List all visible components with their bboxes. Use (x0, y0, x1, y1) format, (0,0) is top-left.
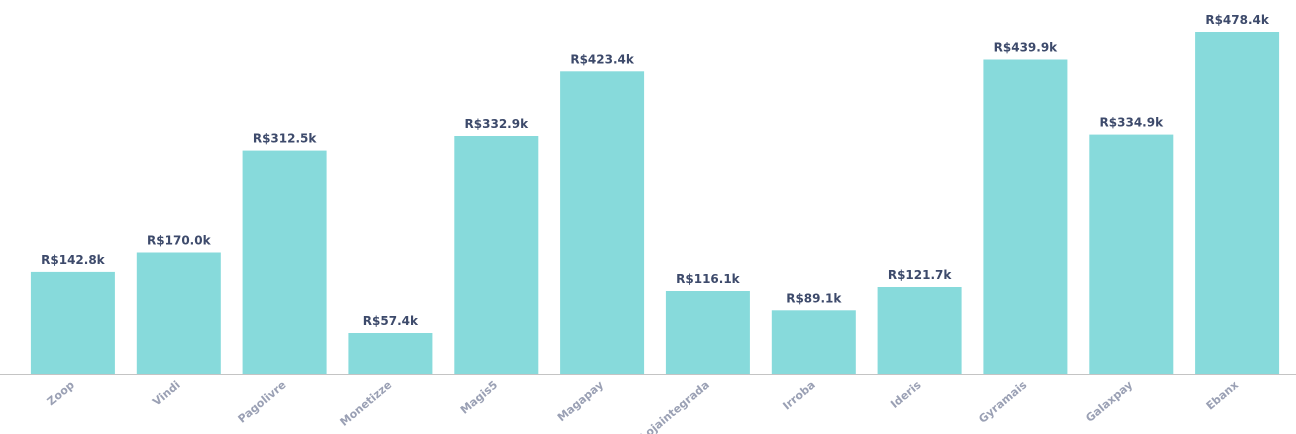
data-label-irroba: R$89.1k (786, 291, 842, 305)
data-label-pagolivre: R$312.5k (253, 132, 318, 146)
data-label-monetizze: R$57.4k (363, 314, 419, 328)
data-label-lojaintegrada: R$116.1k (676, 272, 741, 286)
category-label-zoop: Zoop (45, 378, 77, 408)
category-labels-layer: Zoop Vindi Pagolivre Monetizze Magis5 Magapay… (45, 378, 1241, 434)
bar-pagolivre (242, 150, 327, 374)
bar-monetizze (348, 333, 433, 374)
data-label-ebanx: R$478.4k (1205, 13, 1270, 27)
category-label-galaxpay: Galaxpay (1083, 378, 1135, 425)
bar-zoop (30, 271, 115, 374)
data-labels-layer: R$142.8k R$170.0k R$312.5k R$57.4k R$332.9k R… (41, 13, 1270, 328)
bar-magapay (560, 71, 645, 375)
data-label-ideris: R$121.7k (888, 268, 953, 282)
category-label-gyramais: Gyramais (976, 378, 1029, 426)
bar-magis5 (454, 136, 539, 374)
category-label-pagolivre: Pagolivre (236, 378, 289, 425)
bar-ebanx (1195, 32, 1280, 374)
category-label-magis5: Magis5 (458, 378, 500, 416)
data-label-zoop: R$142.8k (41, 253, 106, 267)
data-label-magis5: R$332.9k (465, 117, 530, 131)
category-label-lojaintegrada: Lojaintegrada (638, 378, 712, 434)
bar-galaxpay (1089, 134, 1174, 374)
category-label-ebanx: Ebanx (1204, 378, 1241, 412)
bars-layer (30, 32, 1280, 375)
data-label-magapay: R$423.4k (570, 52, 635, 66)
bar-lojaintegrada (665, 291, 750, 374)
category-label-ideris: Ideris (888, 378, 924, 411)
bar-irroba (771, 310, 856, 374)
data-label-gyramais: R$439.9k (994, 41, 1059, 55)
category-label-magapay: Magapay (555, 378, 606, 424)
bar-ideris (877, 287, 962, 374)
category-label-irroba: Irroba (780, 378, 817, 412)
bar-gyramais (983, 59, 1068, 374)
category-label-vindi: Vindi (150, 378, 183, 408)
category-label-monetizze: Monetizze (338, 378, 395, 429)
bar-vindi (136, 252, 221, 374)
data-label-vindi: R$170.0k (147, 234, 212, 248)
data-label-galaxpay: R$334.9k (1100, 116, 1165, 130)
